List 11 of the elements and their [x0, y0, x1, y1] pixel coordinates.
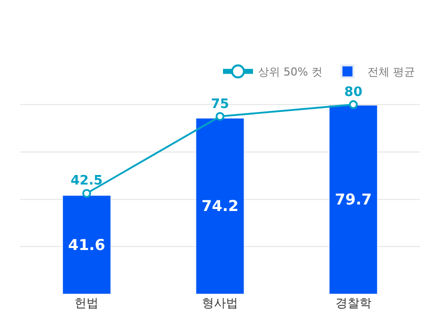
legend-label: 전체 평균 — [367, 66, 415, 79]
x-tick-label: 경찰학 — [335, 296, 372, 310]
data-label: 42.5 — [70, 174, 103, 189]
legend-label: 상위 50% 컷 — [258, 66, 322, 79]
data-label: 75 — [210, 96, 230, 112]
data-label: 80 — [344, 84, 362, 100]
x-tick-label: 형사법 — [202, 296, 238, 310]
x-tick-label: 헌법 — [74, 296, 99, 310]
data-label: 74.2 — [201, 197, 239, 216]
data-label: 41.6 — [68, 236, 106, 254]
data-label: 79.7 — [334, 190, 372, 209]
